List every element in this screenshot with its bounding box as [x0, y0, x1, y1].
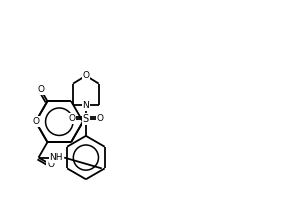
Text: NH: NH — [50, 153, 63, 162]
Text: O: O — [37, 85, 44, 94]
Text: N: N — [82, 101, 89, 110]
Text: O: O — [97, 114, 104, 123]
Text: S: S — [83, 114, 89, 124]
Text: O: O — [32, 117, 39, 126]
Text: O: O — [68, 114, 75, 123]
Text: O: O — [82, 71, 89, 80]
Text: O: O — [47, 160, 54, 169]
